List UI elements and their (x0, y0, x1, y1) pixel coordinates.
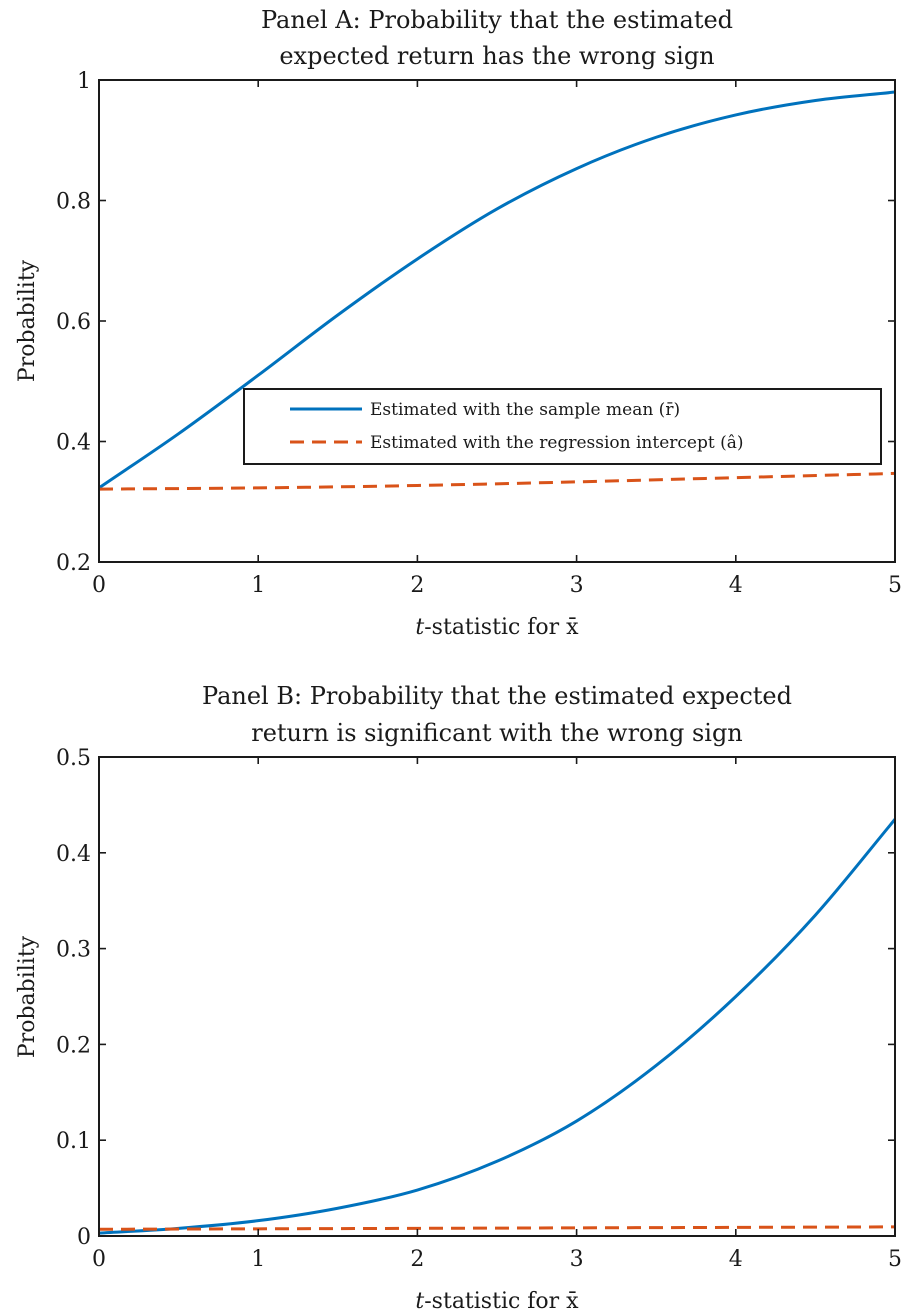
panel-a-legend-label-sample-mean: Estimated with the sample mean (r̄) (370, 400, 680, 420)
panel-b-series-line-intercept (98, 1225, 896, 1231)
panel-b-xtick-label-5: 5 (888, 1247, 902, 1272)
panel-a-series-line-intercept (98, 471, 896, 491)
panel-a-legend: Estimated with the sample mean (r̄) Esti… (243, 388, 882, 465)
panel-b-xlabel-italic: t (415, 1289, 424, 1314)
panel-a-legend-label-intercept: Estimated with the regression intercept … (370, 433, 744, 453)
panel-b-axes-box (98, 756, 896, 1237)
panel-b-ytick-label-5: 0.5 (56, 746, 91, 771)
panel-b-xtick-label-1: 1 (251, 1247, 265, 1272)
panel-a-xtick-label-4: 4 (729, 573, 743, 598)
panel-a-title-line-1: Panel A: Probability that the estimated (261, 6, 733, 34)
panel-b-xtick-label-0: 0 (92, 1247, 106, 1272)
panel-a-xtick-label-0: 0 (92, 573, 106, 598)
panel-a-ylabel: Probability (15, 259, 40, 382)
panel-a: Panel A: Probability that the estimated … (15, 6, 902, 640)
panel-b-series-layer (98, 818, 897, 1235)
panel-b-title-line-1: Panel B: Probability that the estimated … (202, 682, 792, 710)
panel-b-title-line-2: return is significant with the wrong sig… (251, 719, 743, 747)
panel-a-xlabel-italic: t (415, 615, 424, 640)
panel-b-ytick-label-2: 0.2 (56, 1033, 91, 1058)
panel-a-ytick-label-0: 0.2 (56, 551, 91, 576)
panel-a-series-line-sample-mean (98, 90, 896, 490)
panel-b-xlabel: t-statistic for x̄ (415, 1289, 579, 1314)
panel-b-xtick-label-4: 4 (729, 1247, 743, 1272)
panel-a-ytick-label-4: 1 (77, 69, 91, 94)
panel-a-legend-box (243, 388, 882, 465)
panel-a-xtick-label-5: 5 (888, 573, 902, 598)
panel-a-ytick-label-2: 0.6 (56, 310, 91, 335)
panel-b-xtick-label-3: 3 (570, 1247, 584, 1272)
panel-b-ytick-label-4: 0.4 (56, 842, 91, 867)
panel-a-title-line-2: expected return has the wrong sign (279, 42, 714, 70)
panel-b-ylabel: Probability (15, 935, 40, 1058)
panel-a-ytick-label-1: 0.4 (56, 431, 91, 456)
panel-a-ytick-label-3: 0.8 (56, 190, 91, 215)
panel-a-xlabel: t-statistic for x̄ (415, 615, 579, 640)
panel-a-xtick-label-3: 3 (570, 573, 584, 598)
panel-b-ytick-label-0: 0 (77, 1225, 91, 1250)
panel-b-series-line-sample-mean (98, 818, 897, 1235)
panel-b-xtick-label-2: 2 (410, 1247, 424, 1272)
panel-a-xtick-label-1: 1 (251, 573, 265, 598)
panel-a-series-layer (98, 90, 896, 491)
panel-b-xlabel-rest: -statistic for x̄ (424, 1289, 579, 1314)
panel-a-xlabel-rest: -statistic for x̄ (424, 615, 579, 640)
panel-a-ticks: 0 1 2 3 4 5 0.2 0.4 0.6 0.8 1 (56, 69, 902, 598)
panel-b-ticks: 0 1 2 3 4 5 0 0.1 0.2 0.3 0.4 0.5 (56, 746, 902, 1272)
panel-b: Panel B: Probability that the estimated … (15, 682, 902, 1314)
panel-b-ytick-label-1: 0.1 (56, 1129, 91, 1154)
panel-b-ytick-label-3: 0.3 (56, 938, 91, 963)
panel-a-xtick-label-2: 2 (410, 573, 424, 598)
